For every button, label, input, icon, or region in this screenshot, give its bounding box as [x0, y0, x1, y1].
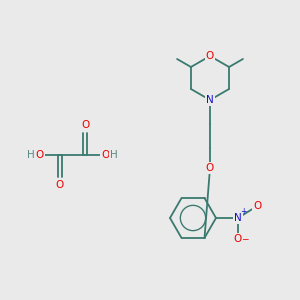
Text: O: O — [81, 120, 89, 130]
Text: O: O — [101, 150, 109, 160]
Text: O: O — [206, 51, 214, 61]
Text: O: O — [36, 150, 44, 160]
Text: −: − — [241, 235, 249, 244]
Text: N: N — [234, 213, 242, 223]
Text: H: H — [110, 150, 118, 160]
Text: +: + — [240, 208, 246, 217]
Text: O: O — [56, 180, 64, 190]
Text: O: O — [206, 163, 214, 173]
Text: O: O — [234, 234, 242, 244]
Text: H: H — [27, 150, 35, 160]
Text: O: O — [253, 201, 261, 211]
Text: N: N — [206, 95, 214, 105]
